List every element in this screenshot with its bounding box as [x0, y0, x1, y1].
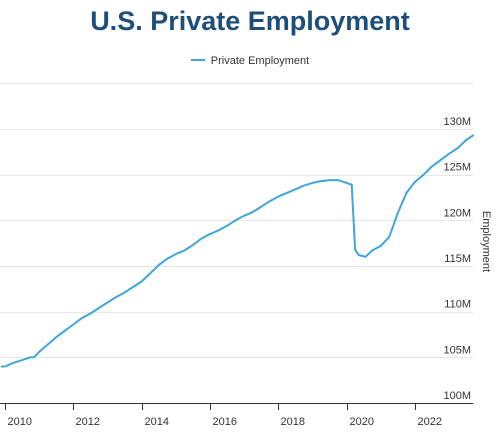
- legend-label: Private Employment: [210, 55, 310, 67]
- y-tick-label: 105M: [443, 344, 471, 356]
- y-tick-label: 110M: [444, 299, 471, 311]
- y-tick-label: 115M: [444, 253, 471, 265]
- x-tick-label: 2010: [8, 416, 32, 428]
- series-layer: [0, 134, 474, 368]
- y-tick-labels: 100M 105M 110M 115M 120M 125M 130M: [443, 116, 471, 402]
- x-tick-labels: 2010 2012 2014 2016 2018 2020 2022: [8, 416, 442, 428]
- y-tick-label: 120M: [443, 207, 471, 219]
- x-tick-label: 2020: [350, 416, 374, 428]
- y-tick-label: 125M: [443, 162, 471, 174]
- x-tick-label: 2012: [76, 416, 100, 428]
- x-tick-label: 2014: [145, 416, 169, 428]
- y-tick-label: 100M: [443, 390, 471, 402]
- y-axis-title: Employment: [480, 211, 492, 272]
- series-line-private-employment: [0, 134, 474, 368]
- x-tick-label: 2022: [418, 416, 442, 428]
- chart-title: U.S. Private Employment: [90, 6, 410, 36]
- x-tick-label: 2016: [213, 416, 237, 428]
- legend-swatch: [190, 59, 205, 62]
- x-axis: [0, 403, 473, 410]
- legend[interactable]: Private Employment: [0, 55, 500, 67]
- x-tick-label: 2018: [281, 416, 305, 428]
- y-tick-label: 130M: [443, 116, 471, 128]
